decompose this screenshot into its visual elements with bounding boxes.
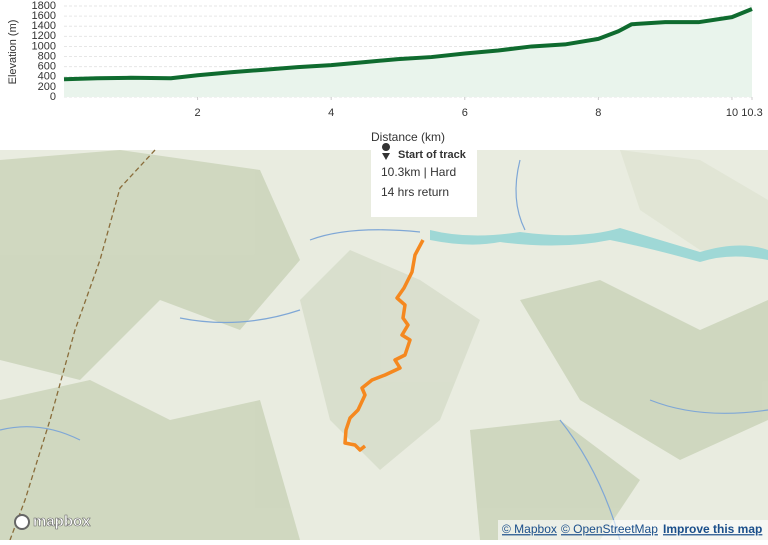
y-tick-label: 1400 — [32, 20, 56, 32]
y-tick-label: 800 — [38, 50, 56, 62]
popup-title: Start of track — [398, 149, 467, 161]
y-tick-label: 600 — [38, 61, 56, 73]
logo[interactable]: mapbox — [33, 513, 92, 531]
x-axis-label: Distance (km) — [371, 130, 445, 144]
map[interactable]: Start of track 10.3km | Hard 14 hrs retu… — [0, 142, 768, 541]
track[interactable] — [343, 239, 425, 452]
y-tick-label: 0 — [50, 91, 56, 103]
y-tick-label: 1200 — [32, 30, 56, 42]
attribution-link[interactable]: © Mapbox — [502, 522, 557, 536]
popup-line: 10.3km | Hard — [381, 165, 456, 179]
x-tick-label: 8 — [595, 107, 601, 119]
elevation-chart: Elevation (m) Distance (km) 020040060080… — [7, 0, 763, 144]
x-tick-label: 10.3 — [741, 107, 762, 119]
attribution-link[interactable]: © OpenStreetMap — [561, 522, 658, 536]
x-tick-label: 2 — [195, 107, 201, 119]
attribution-link[interactable]: Improve this map — [663, 522, 762, 536]
x-tick-label: 4 — [328, 107, 334, 119]
elevation-line — [63, 7, 753, 82]
x-tick-label: 10 — [726, 107, 738, 119]
pin-icon — [382, 142, 391, 160]
y-axis-label: Elevation (m) — [7, 20, 19, 85]
attribution-bg — [498, 520, 768, 540]
area-fill — [64, 9, 752, 98]
y-tick-label: 1600 — [32, 10, 56, 22]
boundary — [9, 149, 156, 541]
popup-box — [371, 145, 477, 217]
y-tick-label: 200 — [38, 81, 56, 93]
logo-icon — [14, 514, 30, 530]
popup-line: 14 hrs return — [381, 185, 449, 199]
lake — [430, 228, 768, 262]
y-tick-label: 1000 — [32, 40, 56, 52]
x-tick-label: 6 — [462, 107, 468, 119]
y-tick-label: 400 — [38, 71, 56, 83]
popup: Start of track 10.3km | Hard 14 hrs retu… — [371, 142, 477, 217]
y-tick-label: 1800 — [32, 0, 56, 12]
